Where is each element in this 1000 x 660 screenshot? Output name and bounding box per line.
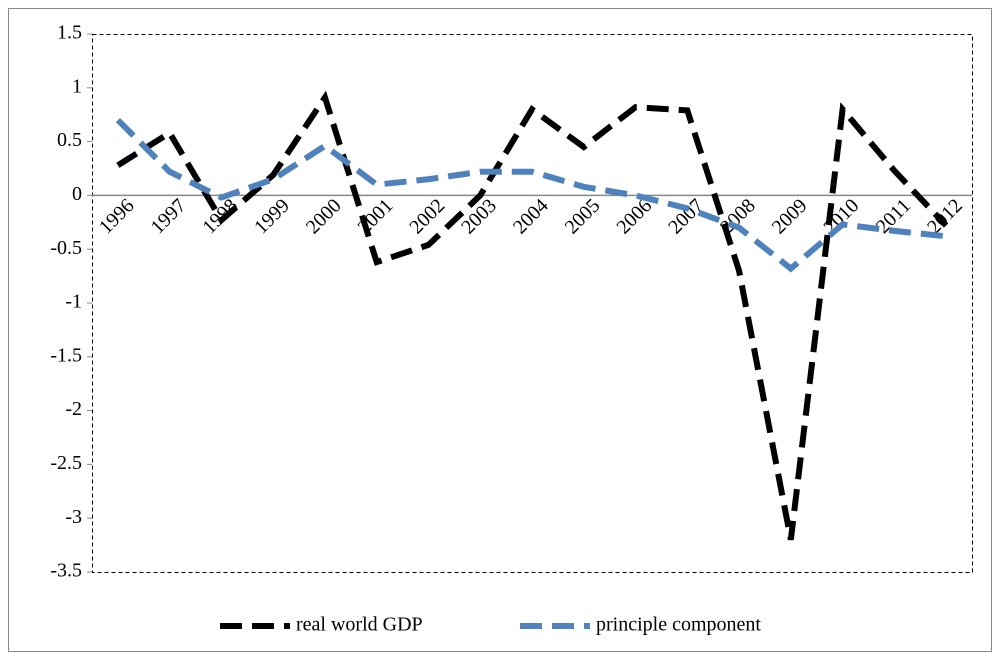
chart-border	[8, 8, 992, 652]
legend-label: principle component	[596, 614, 761, 636]
y-tick-label: 0	[72, 183, 82, 205]
y-tick-label: 1	[72, 75, 82, 97]
y-tick-label: -1.5	[50, 344, 82, 366]
y-tick-label: 1.5	[57, 22, 82, 44]
y-tick-label: -2.5	[50, 452, 82, 474]
y-tick-label: -1	[65, 291, 82, 313]
series-line	[116, 90, 949, 541]
y-tick-label: -0.5	[50, 237, 82, 259]
y-tick-label: -2	[65, 398, 82, 420]
legend-label: real world GDP	[296, 614, 423, 636]
plot-border	[92, 34, 973, 573]
y-tick-label: -3.5	[50, 560, 82, 582]
series-line	[115, 117, 947, 273]
y-tick-label: -3	[65, 506, 82, 528]
y-tick-label: 0.5	[57, 129, 82, 151]
